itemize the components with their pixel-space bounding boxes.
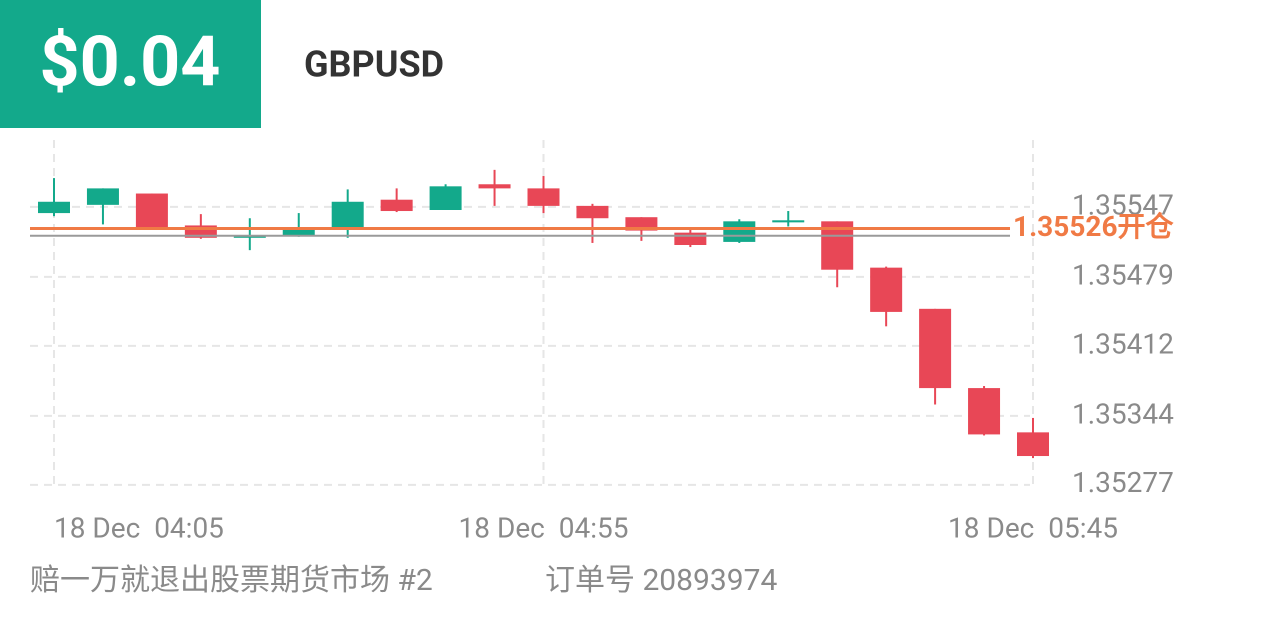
candle-body [478,184,511,189]
candle-body [723,221,756,242]
candle-body [86,188,119,205]
x-tick-label: 18 Dec 04:55 [459,511,629,544]
candle-body [282,228,315,236]
account-name: 赔一万就退出股票期货市场 #2 [30,563,433,598]
candle-body [968,388,1001,435]
y-tick-label: 1.35547 [1072,188,1174,221]
candle-body [870,267,903,312]
y-tick-label: 1.35277 [1072,466,1174,499]
candle-body [1017,432,1049,457]
candle-body [429,186,462,210]
candle-body [919,308,952,389]
candle-body [674,232,707,245]
candle-body [772,220,805,223]
candle-body [38,201,70,214]
candle-body [135,193,168,229]
profit-badge: $0.04 [40,21,221,103]
order-number: 订单号 20893974 [545,563,777,598]
y-tick-label: 1.35479 [1072,258,1174,291]
x-tick-label: 18 Dec 05:45 [948,511,1118,544]
badge [0,0,261,128]
y-tick-label: 1.35344 [1072,397,1174,430]
candle-body [233,235,266,238]
candle-body [331,201,364,230]
candle-body [380,199,413,212]
candle-body [576,205,609,219]
symbol: GBPUSD [304,44,444,86]
x-tick-label: 18 Dec 04:05 [54,511,224,544]
candle-body [527,188,560,206]
y-tick-label: 1.35412 [1072,327,1174,360]
open-price-label: 1.35526开仓 [1013,210,1175,243]
